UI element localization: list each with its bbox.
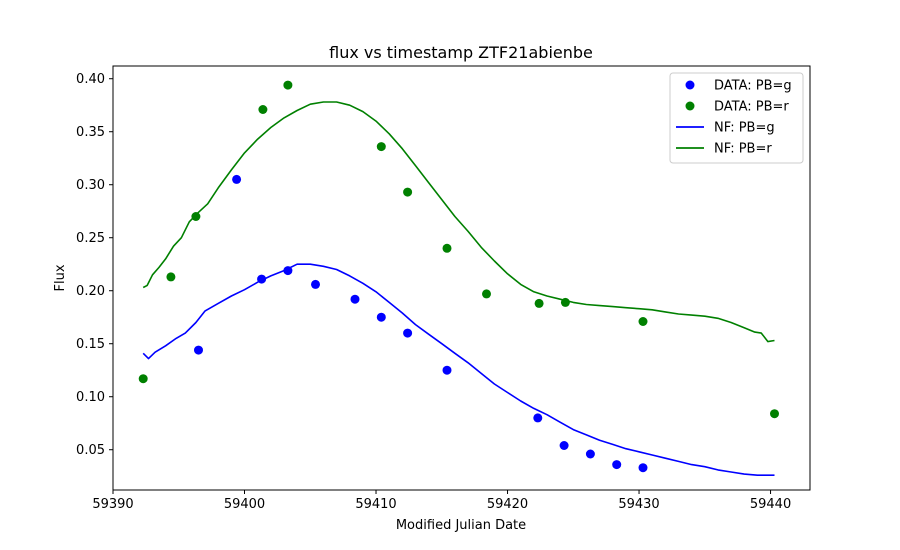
data-point-s0-11 [585,449,595,459]
legend-label-1: DATA: PB=r [714,100,789,115]
x-tick-label-0: 59390 [92,497,133,512]
x-tick-label-3: 59420 [487,497,528,512]
data-point-s1-4 [283,80,293,90]
plot-area [138,80,779,477]
data-point-s1-3 [258,105,268,114]
y-tick-label-6: 0.35 [76,125,105,140]
data-point-s1-7 [442,243,452,253]
data-point-s0-3 [283,266,293,276]
y-tick-label-4: 0.25 [76,231,105,246]
y-tick-label-7: 0.40 [76,72,105,87]
data-point-s0-12 [612,460,622,470]
data-point-s0-9 [533,413,543,423]
y-tick-label-0: 0.05 [76,443,105,458]
y-tick-label-5: 0.30 [76,178,105,193]
legend-label-0: DATA: PB=g [714,79,792,94]
legend-box [669,72,804,164]
legend-label-2: NF: PB=g [714,121,775,136]
x-axis: 59390 59400 59410 59420 59430 59440 [92,490,791,512]
data-point-s0-13 [638,463,648,473]
data-point-s1-12 [770,409,779,419]
axes-frame [112,65,811,491]
data-point-s0-10 [559,441,569,450]
data-point-s0-5 [350,294,360,304]
chart-title: flux vs timestamp ZTF21abienbe [329,43,593,62]
data-point-s0-4 [311,279,320,289]
data-point-s1-11 [638,317,648,326]
x-tick-label-2: 59410 [355,497,396,512]
data-point-s1-8 [482,289,491,299]
series-line-2 [142,263,775,477]
data-point-s0-8 [442,365,452,375]
legend: DATA: PB=g DATA: PB=r NF: PB=g NF: PB=r [669,72,804,164]
data-point-s1-10 [560,297,570,307]
y-tick-label-1: 0.10 [76,390,105,405]
data-point-s0-0 [194,345,203,355]
legend-marker-1 [685,101,695,111]
y-axis: 0.05 0.10 0.15 0.20 0.25 0.30 0.35 0.40 [76,72,113,458]
data-point-s0-7 [403,328,413,338]
data-point-s1-6 [403,187,413,197]
data-point-s1-9 [534,298,544,308]
legend-marker-0 [685,80,695,90]
data-point-s1-1 [166,272,176,282]
y-tick-label-2: 0.15 [76,337,105,352]
legend-label-3: NF: PB=r [714,142,772,157]
x-tick-label-5: 59440 [750,497,791,512]
data-point-s1-5 [376,142,386,152]
x-tick-label-4: 59430 [618,497,659,512]
data-point-s0-1 [232,174,242,184]
y-axis-label: Flux [53,264,68,291]
series-line-3 [142,101,775,343]
x-axis-label: Modified Julian Date [396,518,526,533]
data-point-s1-2 [191,212,201,221]
y-tick-label-3: 0.20 [76,284,105,299]
data-point-s1-0 [138,374,148,384]
x-tick-label-1: 59400 [224,497,265,512]
data-point-s0-2 [257,274,267,284]
data-point-s0-6 [376,312,386,322]
